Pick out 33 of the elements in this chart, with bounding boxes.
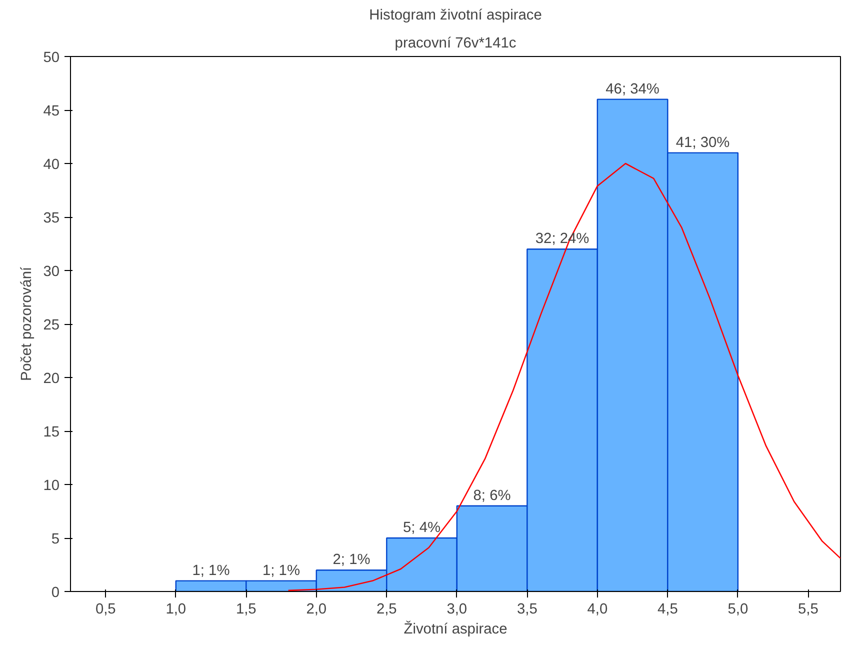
data-label: 5; 4% <box>403 520 441 536</box>
data-label: 1; 1% <box>262 562 300 579</box>
y-tick-label: 20 <box>43 371 60 387</box>
x-tick-label: 1,0 <box>166 602 186 618</box>
y-tick-label: 50 <box>43 50 60 66</box>
data-label: 46; 34% <box>606 81 660 98</box>
data-label: 1; 1% <box>192 562 230 579</box>
data-label: 8; 6% <box>473 488 511 504</box>
x-tick-label: 5,0 <box>728 602 748 618</box>
y-tick-label: 35 <box>43 210 60 226</box>
x-tick-label: 4,5 <box>657 602 678 618</box>
data-label: 2; 1% <box>332 552 370 568</box>
y-tick-label: 40 <box>43 157 60 173</box>
x-tick-label: 2,5 <box>376 602 397 618</box>
data-label: 41; 30% <box>676 134 730 151</box>
x-tick-label: 3,0 <box>446 602 468 618</box>
y-tick-label: 25 <box>43 318 60 334</box>
y-tick-label: 15 <box>43 424 60 440</box>
x-tick-label: 0,5 <box>95 602 116 618</box>
y-tick-label: 10 <box>43 478 60 494</box>
x-tick-label: 5,5 <box>798 602 818 618</box>
chart-title: Histogram životní aspirace <box>369 8 542 24</box>
y-tick-label: 30 <box>43 264 60 280</box>
x-tick-label: 4,0 <box>587 602 608 618</box>
y-tick-label: 45 <box>43 104 60 120</box>
x-tick-label: 3,5 <box>516 602 538 618</box>
chart-subtitle: pracovní 76v*141c <box>394 36 516 52</box>
x-tick-label: 2,0 <box>306 602 327 618</box>
y-tick-label: 5 <box>51 532 60 548</box>
y-axis-title: Počet pozorování <box>19 266 36 382</box>
y-tick-label: 0 <box>51 585 60 601</box>
x-tick-label: 1,5 <box>236 602 256 618</box>
x-axis-title: Životní aspirace <box>404 620 508 638</box>
